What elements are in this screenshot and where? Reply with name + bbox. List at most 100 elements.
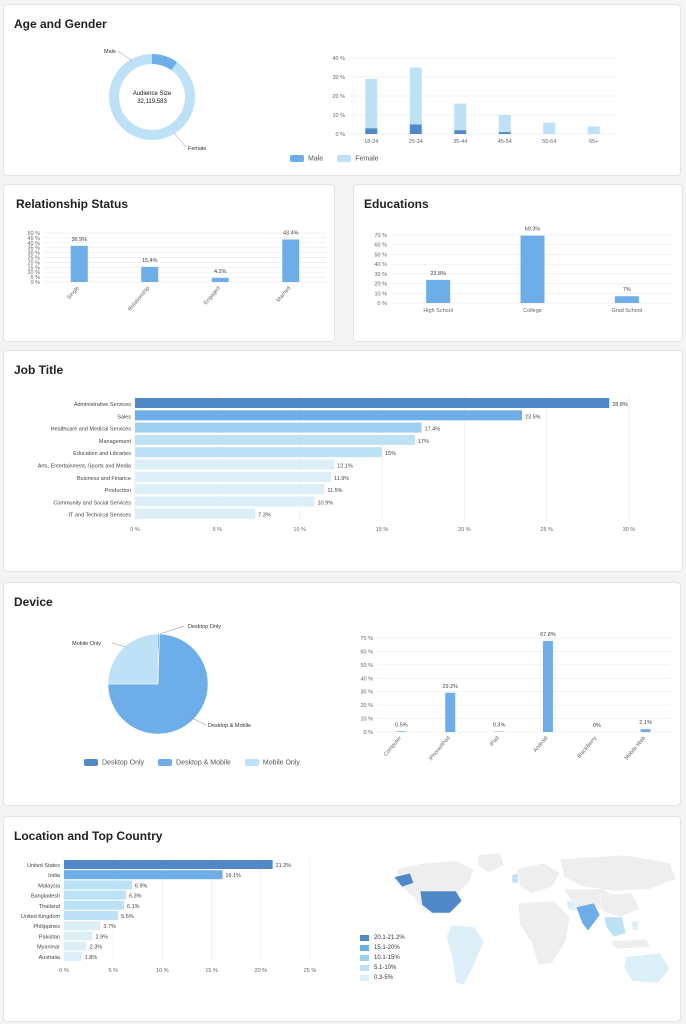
relationship-bar — [141, 266, 159, 282]
age-gender-title: Age and Gender — [14, 17, 107, 31]
map-legend-item[interactable]: 10.1-15% — [360, 955, 405, 961]
age-x-tick-label: 25-34 — [409, 139, 423, 145]
education-y-tick-label: 20 % — [374, 282, 387, 288]
country-data-label: 2.9% — [96, 934, 109, 940]
country-y-tick-label: India — [48, 873, 61, 879]
relationship-data-label: 36.9% — [71, 237, 87, 243]
country-x-tick-label: 5 % — [108, 968, 118, 974]
job-data-label: 23.5% — [525, 414, 541, 420]
job-bar — [135, 410, 522, 421]
country-bar — [64, 911, 119, 920]
job-x-tick-label: 10 % — [293, 527, 306, 533]
job-x-tick-label: 5 % — [213, 527, 223, 533]
country-x-tick-label: 0 % — [59, 968, 69, 974]
map-legend: 20.1-21.2% 15.1-20% 10.1-15% 5.1-10% 0.3… — [360, 935, 405, 985]
device-title: Device — [14, 595, 53, 609]
age-gender-card: Age and Gender Audience Size 32,119,583 Ma… — [3, 4, 681, 176]
device-bar — [396, 731, 407, 732]
bar-male-45-54 — [498, 132, 511, 134]
device-bar-chart: 0 % 10 % 20 % 30 % 40 % 50 % 60 % 70 % 0.5% Compu… — [360, 632, 670, 762]
job-data-label: 15% — [385, 451, 396, 457]
education-data-label: 23.8% — [430, 271, 446, 277]
relationship-x-tick-label: Engaged — [203, 285, 222, 306]
legend-desktop-mobile[interactable]: Desktop & Mobile — [158, 759, 231, 766]
country-bar — [64, 870, 223, 880]
country-data-label: 6.3% — [129, 894, 142, 900]
legend-female[interactable]: Female — [337, 155, 379, 162]
job-y-tick-label: Healthcare and Medical Services — [51, 427, 132, 433]
job-data-label: 11.9% — [334, 476, 349, 482]
device-y-tick-label: 50 % — [360, 663, 373, 669]
relationship-y-tick-label: 20 % — [27, 260, 40, 266]
education-y-tick-label: 30 % — [374, 272, 387, 278]
education-y-tick-label: 50 % — [374, 252, 387, 258]
education-y-tick-label: 10 % — [374, 291, 387, 297]
age-y-tick-label: 10 % — [332, 113, 345, 119]
map-region-greenland — [477, 852, 505, 874]
map-legend-item[interactable]: 15.1-20% — [360, 945, 405, 951]
relationship-bar — [282, 239, 300, 282]
relationship-y-tick-label: 10 % — [27, 270, 40, 276]
device-data-label: 0.5% — [395, 722, 408, 728]
device-legend: Desktop Only Desktop & Mobile Mobile Onl… — [84, 759, 300, 766]
job-bar — [135, 434, 415, 445]
device-y-tick-label: 40 % — [360, 676, 373, 682]
map-legend-item[interactable]: 20.1-21.2% — [360, 935, 405, 941]
callout-line — [173, 132, 187, 148]
bar-female-65+ — [587, 126, 600, 134]
country-y-tick-label: Philippines — [33, 924, 60, 930]
country-y-tick-label: Bangladesh — [31, 894, 60, 900]
map-region-china — [599, 892, 641, 918]
callout-line — [117, 50, 133, 62]
job-y-tick-label: Business and Finance — [77, 476, 131, 482]
device-y-tick-label: 10 % — [360, 717, 373, 723]
legend-desktop-only[interactable]: Desktop Only — [84, 759, 144, 766]
country-bar — [64, 880, 132, 890]
device-pie-label: Mobile Only — [72, 641, 101, 647]
education-bar — [614, 296, 639, 303]
device-x-tick-label: iPad — [489, 735, 501, 747]
education-y-tick-label: 70 % — [374, 233, 387, 239]
legend-male[interactable]: Male — [290, 155, 323, 162]
relationship-title: Relationship Status — [16, 197, 129, 211]
map-legend-item[interactable]: 5.1-10% — [360, 965, 405, 971]
job-data-label: 12.1% — [337, 464, 353, 470]
country-bar — [64, 900, 125, 910]
job-data-label: 7.3% — [258, 513, 271, 519]
country-y-tick-label: Pakistan — [39, 934, 60, 940]
device-data-label: 67.8% — [540, 632, 556, 638]
relationship-data-label: 4.2% — [214, 269, 227, 275]
donut-label-male: Male — [104, 49, 116, 55]
job-y-tick-label: Sales — [117, 414, 131, 420]
device-y-tick-label: 0 % — [364, 730, 374, 736]
location-title: Location and Top Country — [14, 829, 163, 843]
relationship-card: Relationship Status 0 % 5 % 10 % 15 % 20 % 25… — [3, 184, 335, 342]
device-pie-label: Desktop Only — [188, 624, 221, 630]
relationship-y-tick-label: 35 % — [27, 246, 40, 252]
top-country-bar-chart: 0 % 5 % 10 % 15 % 20 % 25 % United States 21.2%… — [21, 857, 316, 974]
relationship-y-tick-label: 25 % — [27, 256, 40, 262]
donut-center-value: 32,119,583 — [137, 99, 167, 105]
relationship-y-tick-label: 45 % — [27, 236, 40, 242]
relationship-y-tick-label: 30 % — [27, 251, 40, 257]
job-data-label: 28.8% — [612, 402, 628, 408]
donut-center-label: Audience Size — [133, 91, 172, 97]
device-y-tick-label: 20 % — [360, 703, 373, 709]
map-legend-item[interactable]: 0.3-5% — [360, 975, 405, 981]
relationship-x-tick-label: Married — [276, 285, 293, 303]
age-y-tick-label: 30 % — [332, 75, 345, 81]
age-y-tick-label: 20 % — [332, 94, 345, 100]
country-data-label: 6.9% — [135, 883, 148, 889]
legend-mobile-only[interactable]: Mobile Only — [244, 759, 300, 766]
bar-female-18-24 — [365, 78, 378, 129]
relationship-y-tick-label: 0 % — [31, 280, 41, 286]
education-y-tick-label: 60 % — [374, 243, 387, 249]
country-y-tick-label: United States — [27, 863, 60, 869]
device-pie-label: Desktop & Mobile — [208, 723, 251, 729]
country-bar — [64, 931, 93, 941]
relationship-x-tick-label: Single — [66, 285, 80, 301]
device-y-tick-label: 30 % — [360, 690, 373, 696]
country-bar — [64, 941, 87, 951]
relationship-x-tick-label: Relationship — [127, 285, 151, 312]
country-x-tick-label: 15 % — [205, 968, 218, 974]
